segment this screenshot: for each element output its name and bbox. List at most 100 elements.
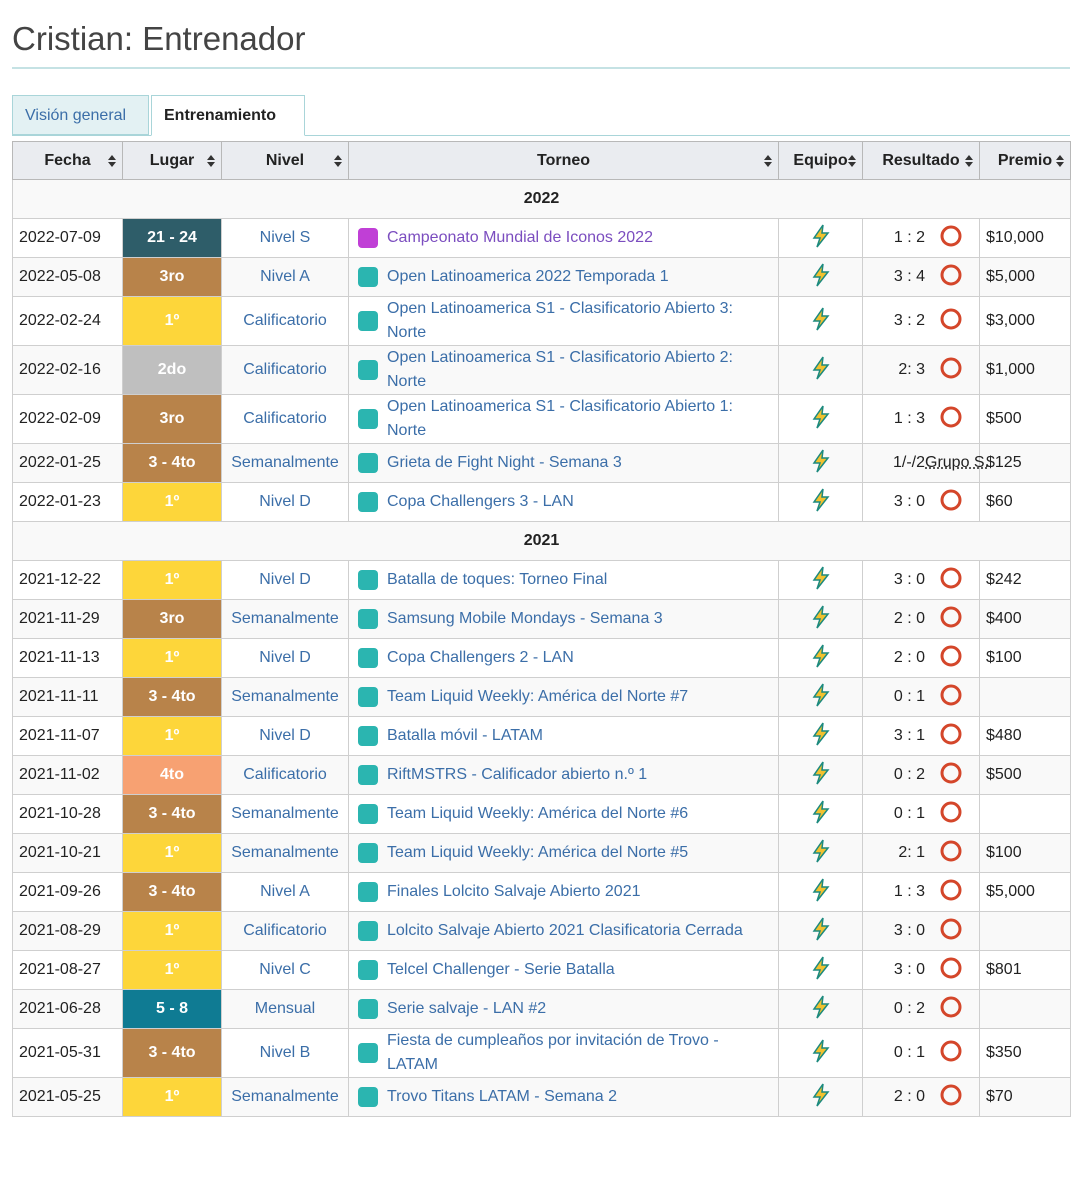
tournament-name[interactable]: Serie salvaje - LAN #2: [387, 1000, 547, 1017]
tournament[interactable]: Serie salvaje - LAN #2: [348, 989, 779, 1029]
tier[interactable]: Semanalmente: [221, 794, 349, 834]
tier[interactable]: Mensual: [221, 989, 349, 1029]
tournament[interactable]: Copa Challengers 3 - LAN: [348, 482, 779, 522]
tournament[interactable]: Batalla de toques: Torneo Final: [348, 560, 779, 600]
score: 3 : 4: [893, 268, 925, 286]
tier[interactable]: Calificatorio: [221, 394, 349, 444]
place: 3 - 4to: [122, 794, 222, 834]
tournament-name[interactable]: Telcel Challenger - Serie Batalla: [387, 961, 615, 978]
tournament-name[interactable]: RiftMSTRS - Calificador abierto n.º 1: [387, 766, 648, 783]
tournament-name[interactable]: Fiesta de cumpleaños por invitación de T…: [387, 1032, 719, 1073]
result-row: 2021-05-31 3 - 4to Nivel B Fiesta de cumple…: [12, 1028, 1071, 1078]
tournament[interactable]: Open Latinoamerica S1 - Clasificatorio A…: [348, 296, 779, 346]
tournament-name[interactable]: Copa Challengers 3 - LAN: [387, 493, 574, 510]
tournament-name[interactable]: Lolcito Salvaje Abierto 2021 Clasificato…: [387, 922, 743, 939]
sort-icon[interactable]: [108, 155, 116, 167]
column-header[interactable]: Torneo: [348, 141, 779, 180]
sort-icon[interactable]: [207, 155, 215, 167]
tournament-name[interactable]: Campeonato Mundial de Iconos 2022: [387, 229, 653, 246]
tournament-name[interactable]: Team Liquid Weekly: América del Norte #7: [387, 688, 689, 705]
tier[interactable]: Semanalmente: [221, 599, 349, 639]
tier[interactable]: Semanalmente: [221, 443, 349, 483]
tournament[interactable]: Trovo Titans LATAM - Semana 2: [348, 1077, 779, 1117]
column-header[interactable]: Nivel: [221, 141, 349, 180]
tier[interactable]: Semanalmente: [221, 1077, 349, 1117]
tournament[interactable]: Samsung Mobile Mondays - Semana 3: [348, 599, 779, 639]
tournament-name[interactable]: Copa Challengers 2 - LAN: [387, 649, 574, 666]
tournament-name[interactable]: Team Liquid Weekly: América del Norte #5: [387, 844, 689, 861]
team-logo: [812, 405, 830, 428]
tournament[interactable]: Grieta de Fight Night - Semana 3: [348, 443, 779, 483]
column-header[interactable]: Equipo: [778, 141, 863, 180]
tournament[interactable]: Team Liquid Weekly: América del Norte #6: [348, 794, 779, 834]
tournament[interactable]: Lolcito Salvaje Abierto 2021 Clasificato…: [348, 911, 779, 951]
tournament-name[interactable]: Team Liquid Weekly: América del Norte #6: [387, 805, 689, 822]
column-header[interactable]: Fecha: [12, 141, 123, 180]
tournament[interactable]: Team Liquid Weekly: América del Norte #5: [348, 833, 779, 873]
tournament[interactable]: Campeonato Mundial de Iconos 2022: [348, 218, 779, 258]
tier[interactable]: Nivel B: [221, 1028, 349, 1078]
tier[interactable]: Calificatorio: [221, 296, 349, 346]
icon: [358, 609, 378, 629]
opponent: [925, 224, 977, 253]
tier[interactable]: Nivel D: [221, 482, 349, 522]
column-header[interactable]: Lugar: [122, 141, 222, 180]
tier[interactable]: Semanalmente: [221, 833, 349, 873]
tier[interactable]: Nivel C: [221, 950, 349, 990]
tier[interactable]: Nivel D: [221, 638, 349, 678]
opponent: [925, 917, 977, 946]
prize: $100: [979, 833, 1071, 873]
tournament[interactable]: Team Liquid Weekly: América del Norte #7: [348, 677, 779, 717]
tournament-name[interactable]: Open Latinoamerica S1 - Clasificatorio A…: [387, 349, 733, 390]
tournament-name[interactable]: Open Latinoamerica S1 - Clasificatorio A…: [387, 300, 733, 341]
date: 2021-11-13: [12, 638, 123, 678]
place: 1º: [122, 1077, 222, 1117]
sort-icon[interactable]: [965, 155, 973, 167]
result: 0 : 2: [862, 989, 980, 1029]
tier[interactable]: Calificatorio: [221, 345, 349, 395]
tier[interactable]: Nivel A: [221, 257, 349, 297]
place: 1º: [122, 560, 222, 600]
tournament[interactable]: Batalla móvil - LATAM: [348, 716, 779, 756]
tournament[interactable]: RiftMSTRS - Calificador abierto n.º 1: [348, 755, 779, 795]
tournament-name[interactable]: Batalla móvil - LATAM: [387, 727, 543, 744]
tournament-name[interactable]: Samsung Mobile Mondays - Semana 3: [387, 610, 663, 627]
opponent-logo: [940, 684, 962, 705]
tournament[interactable]: Fiesta de cumpleaños por invitación de T…: [348, 1028, 779, 1078]
tournament[interactable]: Open Latinoamerica 2022 Temporada 1: [348, 257, 779, 297]
tier[interactable]: Semanalmente: [221, 677, 349, 717]
tab[interactable]: Visión general: [12, 95, 149, 135]
score: 1/-/2: [892, 454, 925, 472]
sort-icon[interactable]: [848, 155, 856, 167]
tier[interactable]: Nivel D: [221, 560, 349, 600]
tier[interactable]: Calificatorio: [221, 911, 349, 951]
tournament[interactable]: Open Latinoamerica S1 - Clasificatorio A…: [348, 345, 779, 395]
tournament-name[interactable]: Grieta de Fight Night - Semana 3: [387, 454, 622, 471]
team: [778, 989, 863, 1029]
tier[interactable]: Nivel S: [221, 218, 349, 258]
opponent: [925, 722, 977, 751]
opponent-logo: [940, 762, 962, 783]
tournament-name[interactable]: Open Latinoamerica S1 - Clasificatorio A…: [387, 398, 733, 439]
tournament-name[interactable]: Open Latinoamerica 2022 Temporada 1: [387, 268, 669, 285]
tier[interactable]: Calificatorio: [221, 755, 349, 795]
team-logo: [812, 566, 830, 589]
sort-icon[interactable]: [1056, 155, 1064, 167]
tournament[interactable]: Telcel Challenger - Serie Batalla: [348, 950, 779, 990]
tournament[interactable]: Finales Lolcito Salvaje Abierto 2021: [348, 872, 779, 912]
tournament-name[interactable]: Finales Lolcito Salvaje Abierto 2021: [387, 883, 641, 900]
prize: [979, 677, 1071, 717]
tournament[interactable]: Copa Challengers 2 - LAN: [348, 638, 779, 678]
tab[interactable]: Entrenamiento: [151, 95, 305, 136]
opponent: [925, 307, 977, 336]
sort-icon[interactable]: [764, 155, 772, 167]
result-row: 2021-11-11 3 - 4to Semanalmente Team Liquid…: [12, 677, 1071, 717]
column-header[interactable]: Resultado: [862, 141, 980, 180]
sort-icon[interactable]: [334, 155, 342, 167]
tournament[interactable]: Open Latinoamerica S1 - Clasificatorio A…: [348, 394, 779, 444]
tournament-name[interactable]: Batalla de toques: Torneo Final: [387, 571, 608, 588]
tournament-name[interactable]: Trovo Titans LATAM - Semana 2: [387, 1088, 618, 1105]
column-header[interactable]: Premio: [979, 141, 1071, 180]
tier[interactable]: Nivel D: [221, 716, 349, 756]
tier[interactable]: Nivel A: [221, 872, 349, 912]
